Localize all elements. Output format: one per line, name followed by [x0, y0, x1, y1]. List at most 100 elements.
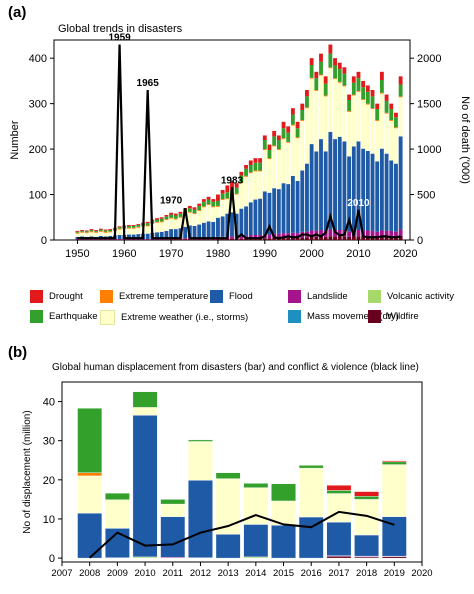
bar-extreme-weather [173, 219, 178, 230]
x-tick-label: 2019 [384, 568, 405, 579]
bar-earthquake [206, 199, 211, 205]
bar-extreme-weather [160, 503, 186, 517]
bar-extreme-temperature [389, 120, 394, 121]
bar-flood [281, 183, 286, 234]
bar-earthquake [271, 483, 296, 502]
bar-drought [201, 199, 206, 202]
bar-flood [258, 198, 263, 235]
bar-wildfire [206, 239, 211, 240]
bar-extreme-weather [80, 232, 85, 237]
x-tick-label: 2007 [51, 568, 72, 579]
bar-extreme-weather [104, 499, 130, 529]
bar-wildfire [314, 236, 319, 240]
y2-tick-label: 1000 [417, 144, 441, 156]
bar-extreme-weather [220, 200, 225, 217]
bar-wildfire [379, 236, 384, 240]
bar-wildfire [337, 236, 342, 240]
legend-label: Wildfire [387, 311, 419, 322]
bar-extreme-temperature [342, 85, 347, 87]
bar-extreme-temperature [314, 90, 319, 91]
bar-extreme-weather [295, 138, 300, 181]
bar-earthquake [351, 82, 356, 95]
bar-flood [127, 234, 131, 240]
bar-earthquake [258, 162, 263, 171]
bar-extreme-weather [178, 217, 183, 229]
bar-landslide [384, 230, 389, 237]
bar-flood [375, 161, 380, 232]
bar-extreme-weather [337, 82, 342, 137]
bar-extreme-weather [216, 206, 220, 218]
bar-extreme-temperature [159, 221, 164, 223]
x-tick-label: 2012 [190, 568, 211, 579]
y-tick-label: 100 [29, 190, 47, 202]
bar-extreme-temperature [77, 472, 103, 477]
bar-extreme-temperature [370, 108, 375, 110]
bar-drought [131, 225, 136, 226]
bar-wildfire [384, 236, 389, 240]
bar-extreme-weather [328, 68, 333, 132]
bar-earthquake [333, 65, 337, 79]
bar-landslide [290, 232, 295, 238]
bar-earthquake [389, 109, 394, 120]
bar-extreme-weather [370, 109, 375, 154]
bar-wildfire [319, 236, 323, 240]
bar-flood [159, 231, 164, 240]
x-tick-label: 1970 [159, 248, 183, 260]
bar-extreme-weather [108, 232, 113, 236]
bar-earthquake [75, 231, 80, 233]
y-tick-label: 0 [49, 553, 55, 565]
bar-extreme-weather [300, 120, 305, 171]
bar-extreme-temperature [84, 232, 89, 234]
bar-extreme-weather [361, 100, 366, 149]
bar-extreme-weather [89, 232, 94, 237]
bar-extreme-weather [164, 220, 169, 231]
bar-flood [379, 148, 384, 231]
bar-landslide [248, 235, 253, 239]
bar-earthquake [375, 109, 380, 120]
x-tick-label: 2017 [328, 568, 349, 579]
bar-earthquake [398, 84, 403, 97]
legend-item-extreme-temperature: Extreme temperature [100, 290, 208, 303]
bar-drought [398, 76, 403, 85]
bar-extreme-weather [131, 228, 136, 235]
bar-drought [365, 85, 370, 92]
bar-earthquake [381, 461, 407, 465]
bar-flood [220, 216, 225, 237]
bar-flood [398, 136, 403, 230]
legend-swatch [100, 310, 115, 325]
plot-frame [61, 381, 423, 563]
bar-extreme-temperature [272, 145, 277, 147]
bar-drought [239, 171, 244, 176]
bar-extreme-weather [132, 407, 158, 416]
y-tick-label: 20 [43, 475, 55, 487]
bar-flood [295, 180, 300, 234]
bar-extreme-weather [253, 171, 258, 200]
legend-label: Extreme temperature [119, 291, 209, 302]
bar-earthquake [159, 218, 164, 222]
bar-landslide [253, 235, 258, 239]
legend-swatch [368, 310, 381, 323]
bar-flood [394, 163, 398, 232]
annotation-1959: 1959 [108, 33, 131, 44]
bar-flood [342, 141, 347, 230]
bar-flood [243, 524, 269, 558]
bar-earthquake [197, 205, 202, 210]
bar-wildfire [173, 239, 178, 240]
bar-landslide [389, 230, 394, 237]
bar-wildfire [286, 237, 291, 240]
bar-wildfire [225, 238, 230, 240]
bar-extreme-temperature [206, 204, 211, 205]
bar-flood [286, 184, 291, 234]
bar-drought [127, 225, 131, 226]
bar-flood [347, 156, 352, 232]
bar-drought [381, 460, 407, 463]
bar-extreme-weather [244, 176, 248, 207]
x-tick-label: 2018 [356, 568, 377, 579]
bar-drought [234, 183, 239, 188]
bar-extreme-temperature [216, 205, 220, 207]
bar-extreme-weather [197, 210, 202, 225]
bar-extreme-temperature [98, 230, 103, 232]
bar-flood [271, 525, 296, 559]
displacement-chart: Global human displacement from disasters… [22, 362, 433, 579]
bar-extreme-weather [290, 125, 295, 176]
